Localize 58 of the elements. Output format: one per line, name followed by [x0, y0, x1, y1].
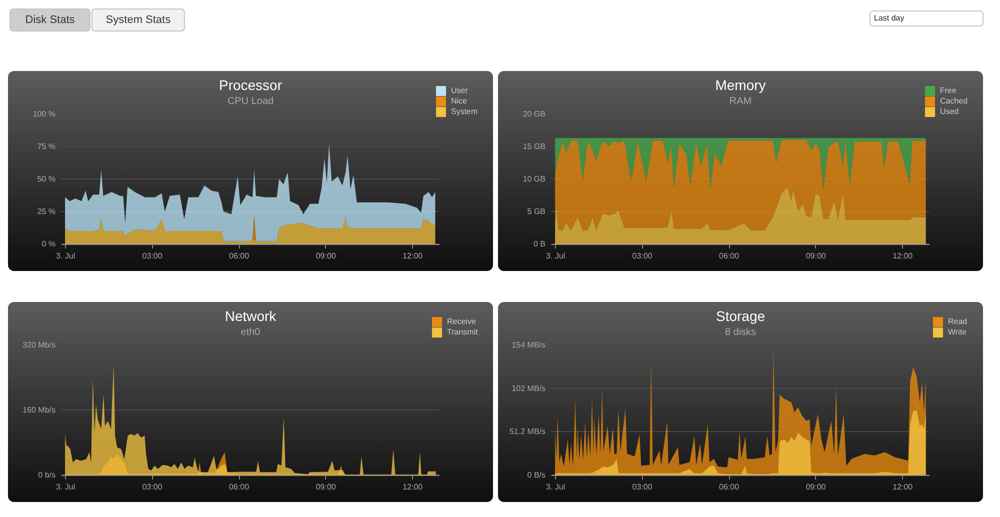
legend-label: Write	[948, 328, 968, 336]
x-tick-label: 12:00	[892, 482, 914, 492]
y-tick-label: 320 Mb/s	[22, 340, 56, 350]
y-tick-label: 0 B	[533, 240, 546, 248]
legend-label: Nice	[451, 96, 468, 106]
x-tick-label: 03:00	[142, 252, 163, 260]
y-tick-label: 51.2 MB/s	[509, 427, 546, 436]
x-tick-label: 09:00	[316, 252, 336, 260]
chart-subtitle: RAM	[729, 96, 752, 107]
legend-label: Free	[940, 86, 957, 95]
y-tick-label: 160 Mb/s	[22, 406, 56, 414]
text: Last day	[874, 14, 904, 22]
x-tick-label: 3. Jul	[546, 252, 566, 260]
x-tick-label: 09:00	[806, 482, 826, 492]
y-tick-label: 102 MB/s	[512, 384, 546, 393]
chart-title: Processor	[218, 77, 282, 93]
legend-label: System	[451, 107, 478, 116]
y-tick-label: 100 %	[32, 110, 56, 118]
x-tick-label: 09:00	[316, 482, 336, 492]
legend-label: User	[451, 86, 468, 95]
y-tick-label: 0 b/s	[38, 470, 56, 480]
y-tick-label: 10 GB	[522, 174, 546, 184]
chart-subtitle: 8 disks	[724, 327, 756, 338]
y-tick-label: 75 %	[37, 142, 56, 151]
chart-title: Storage	[716, 308, 766, 324]
legend-label: Receive	[447, 317, 476, 326]
x-tick-label: 12:00	[892, 252, 914, 260]
text: System Stats	[106, 14, 172, 26]
y-tick-label: 20 GB	[522, 110, 546, 118]
x-tick-label: 06:00	[719, 482, 740, 492]
x-tick-label: 06:00	[719, 252, 740, 260]
chart-title: Network	[224, 308, 278, 324]
x-tick-label: 12:00	[402, 482, 424, 492]
legend-label: Transmit	[447, 328, 479, 336]
y-tick-label: 5 GB	[527, 207, 546, 216]
y-tick-label: 15 GB	[522, 142, 546, 151]
text: Disk Stats	[25, 14, 76, 26]
x-tick-label: 3. Jul	[56, 252, 76, 260]
x-tick-label: 03:00	[632, 482, 653, 492]
x-tick-label: 06:00	[229, 252, 250, 260]
chart-subtitle: eth0	[240, 327, 261, 338]
y-tick-label: 25 %	[37, 207, 56, 216]
legend-label: Read	[948, 317, 968, 326]
y-tick-label: 154 MB/s	[512, 340, 546, 350]
y-tick-label: 0 %	[42, 240, 56, 248]
x-tick-label: 03:00	[632, 252, 653, 260]
chart-subtitle: CPU Load	[227, 96, 274, 107]
legend-label: Cached	[940, 96, 968, 106]
x-tick-label: 3. Jul	[56, 482, 76, 492]
x-tick-label: 06:00	[229, 482, 250, 492]
x-tick-label: 3. Jul	[546, 482, 566, 492]
x-tick-label: 03:00	[142, 482, 163, 492]
legend-label: Used	[940, 107, 959, 116]
y-tick-label: 50 %	[37, 174, 56, 184]
y-tick-label: 0 B/s	[527, 470, 546, 480]
x-tick-label: 12:00	[402, 252, 424, 260]
chart-title: Memory	[715, 77, 766, 93]
x-tick-label: 09:00	[806, 252, 826, 260]
